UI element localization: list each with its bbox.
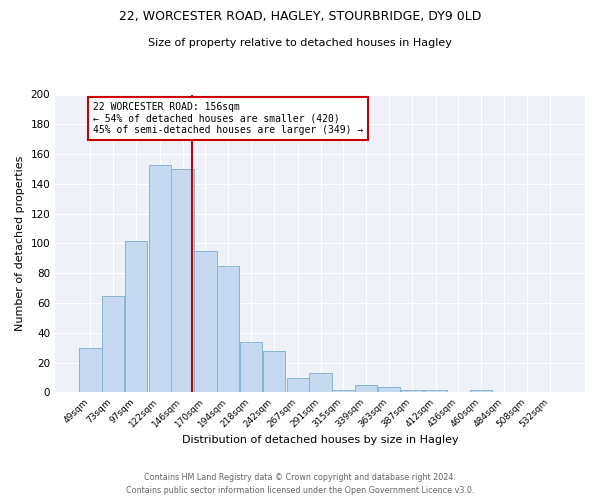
Text: 22 WORCESTER ROAD: 156sqm
← 54% of detached houses are smaller (420)
45% of semi: 22 WORCESTER ROAD: 156sqm ← 54% of detac… [93, 102, 364, 135]
Text: Contains HM Land Registry data © Crown copyright and database right 2024.
Contai: Contains HM Land Registry data © Crown c… [126, 474, 474, 495]
Bar [310, 373, 332, 392]
Text: 22, WORCESTER ROAD, HAGLEY, STOURBRIDGE, DY9 0LD: 22, WORCESTER ROAD, HAGLEY, STOURBRIDGE,… [119, 10, 481, 23]
Bar [172, 169, 194, 392]
X-axis label: Distribution of detached houses by size in Hagley: Distribution of detached houses by size … [182, 435, 458, 445]
Bar [424, 390, 447, 392]
Text: Size of property relative to detached houses in Hagley: Size of property relative to detached ho… [148, 38, 452, 48]
Y-axis label: Number of detached properties: Number of detached properties [15, 156, 25, 331]
Bar [240, 342, 262, 392]
Bar [217, 266, 239, 392]
Bar [102, 296, 124, 392]
Bar [149, 164, 171, 392]
Bar [332, 390, 355, 392]
Bar [79, 348, 101, 393]
Bar [355, 385, 377, 392]
Bar [125, 240, 147, 392]
Bar [378, 386, 400, 392]
Bar [263, 351, 285, 393]
Bar [287, 378, 309, 392]
Bar [470, 390, 493, 392]
Bar [401, 390, 423, 392]
Bar [194, 251, 217, 392]
